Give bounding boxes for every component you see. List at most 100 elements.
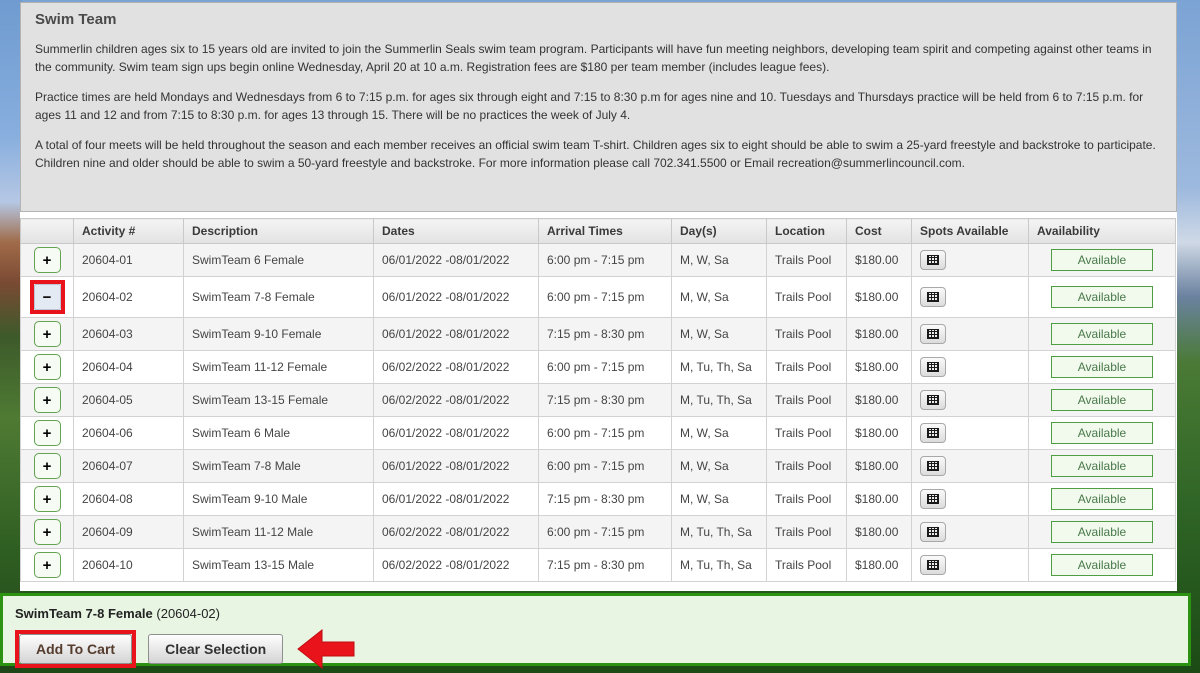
availability-button[interactable]: Available xyxy=(1051,521,1153,543)
cost-cell: $180.00 xyxy=(846,449,912,483)
activities-table-body: +20604-01 SwimTeam 6 Female 06/01/2022 -08… xyxy=(20,243,1176,582)
col-header-activity: Activity # xyxy=(73,218,184,244)
col-header-days: Day(s) xyxy=(671,218,767,244)
select-cell: + xyxy=(20,515,74,549)
activity-number-cell: 20604-05 xyxy=(73,383,184,417)
availability-cell: Available xyxy=(1028,350,1176,384)
days-cell: M, Tu, Th, Sa xyxy=(671,350,767,384)
table-row: +20604-03 SwimTeam 9-10 Female 06/01/2022 … xyxy=(20,317,1176,351)
spots-available-button[interactable] xyxy=(920,522,946,542)
location-cell: Trails Pool xyxy=(766,317,847,351)
arrival-times-cell: 6:00 pm - 7:15 pm xyxy=(538,515,672,549)
select-cell: + xyxy=(20,383,74,417)
spots-grid-icon xyxy=(927,527,939,537)
spots-available-button[interactable] xyxy=(920,555,946,575)
arrival-times-cell: 7:15 pm - 8:30 pm xyxy=(538,317,672,351)
select-cell: + xyxy=(20,350,74,384)
select-cell: + xyxy=(20,416,74,450)
spots-grid-icon xyxy=(927,428,939,438)
spots-available-button[interactable] xyxy=(920,489,946,509)
add-activity-button[interactable]: + xyxy=(33,387,61,413)
add-activity-button[interactable]: + xyxy=(33,552,61,578)
spots-available-button[interactable] xyxy=(920,250,946,270)
description-cell: SwimTeam 13-15 Male xyxy=(183,548,374,582)
dates-cell: 06/02/2022 -08/01/2022 xyxy=(373,515,539,549)
select-cell: + xyxy=(20,482,74,516)
dates-cell: 06/01/2022 -08/01/2022 xyxy=(373,482,539,516)
activity-number-cell: 20604-02 xyxy=(73,276,184,318)
arrival-times-cell: 6:00 pm - 7:15 pm xyxy=(538,243,672,277)
availability-button[interactable]: Available xyxy=(1051,389,1153,411)
select-cell: + xyxy=(20,449,74,483)
spots-available-button[interactable] xyxy=(920,423,946,443)
red-arrow-annotation-icon xyxy=(297,629,355,669)
description-cell: SwimTeam 11-12 Male xyxy=(183,515,374,549)
spots-available-button[interactable] xyxy=(920,324,946,344)
availability-cell: Available xyxy=(1028,449,1176,483)
arrival-times-cell: 7:15 pm - 8:30 pm xyxy=(538,482,672,516)
table-row: −20604-02 SwimTeam 7-8 Female 06/01/2022 -… xyxy=(20,276,1176,318)
col-header-cost: Cost xyxy=(846,218,912,244)
days-cell: M, W, Sa xyxy=(671,449,767,483)
selection-panel: SwimTeam 7-8 Female (20604-02) Add To Ca… xyxy=(0,593,1191,669)
activity-number-cell: 20604-09 xyxy=(73,515,184,549)
location-cell: Trails Pool xyxy=(766,548,847,582)
activity-number-cell: 20604-03 xyxy=(73,317,184,351)
clear-selection-button[interactable]: Clear Selection xyxy=(148,634,284,664)
remove-activity-button[interactable]: − xyxy=(33,284,61,310)
spots-available-button[interactable] xyxy=(920,357,946,377)
col-header-select xyxy=(20,218,74,244)
add-activity-button[interactable]: + xyxy=(33,486,61,512)
content-panel: Swim Team Summerlin children ages six to… xyxy=(20,2,1177,591)
practice-times-paragraph: Practice times are held Mondays and Wedn… xyxy=(35,90,1144,122)
col-header-location: Location xyxy=(766,218,847,244)
table-row: +20604-04 SwimTeam 11-12 Female 06/02/2022… xyxy=(20,350,1176,384)
availability-button[interactable]: Available xyxy=(1051,554,1153,576)
table-header-row: Activity # Description Dates Arrival Tim… xyxy=(20,218,1176,244)
availability-button[interactable]: Available xyxy=(1051,455,1153,477)
dates-cell: 06/01/2022 -08/01/2022 xyxy=(373,243,539,277)
days-cell: M, Tu, Th, Sa xyxy=(671,515,767,549)
spots-available-button[interactable] xyxy=(920,390,946,410)
dates-cell: 06/01/2022 -08/01/2022 xyxy=(373,449,539,483)
availability-button[interactable]: Available xyxy=(1051,286,1153,308)
spots-grid-icon xyxy=(927,292,939,302)
add-activity-button[interactable]: + xyxy=(33,354,61,380)
selected-activity-line: SwimTeam 7-8 Female (20604-02) xyxy=(15,606,1176,621)
availability-button[interactable]: Available xyxy=(1051,249,1153,271)
add-activity-button[interactable]: + xyxy=(33,519,61,545)
spots-available-button[interactable] xyxy=(920,456,946,476)
spots-grid-icon xyxy=(927,560,939,570)
spots-grid-icon xyxy=(927,329,939,339)
add-activity-button[interactable]: + xyxy=(33,453,61,479)
activity-number-cell: 20604-06 xyxy=(73,416,184,450)
add-to-cart-button[interactable]: Add To Cart xyxy=(19,634,133,664)
add-activity-button[interactable]: + xyxy=(33,247,61,273)
activity-number-cell: 20604-01 xyxy=(73,243,184,277)
availability-cell: Available xyxy=(1028,515,1176,549)
add-activity-button[interactable]: + xyxy=(33,321,61,347)
days-cell: M, W, Sa xyxy=(671,243,767,277)
cost-cell: $180.00 xyxy=(846,276,912,318)
col-header-availability: Availability xyxy=(1028,218,1176,244)
spots-available-cell xyxy=(911,515,1029,549)
meets-info-paragraph: A total of four meets will be held throu… xyxy=(35,138,1156,170)
availability-button[interactable]: Available xyxy=(1051,323,1153,345)
table-row: +20604-10 SwimTeam 13-15 Male 06/02/2022 -… xyxy=(20,548,1176,582)
cost-cell: $180.00 xyxy=(846,317,912,351)
col-header-description: Description xyxy=(183,218,374,244)
selection-actions: Add To Cart Clear Selection xyxy=(15,629,1176,669)
availability-button[interactable]: Available xyxy=(1051,422,1153,444)
description-cell: SwimTeam 7-8 Female xyxy=(183,276,374,318)
availability-button[interactable]: Available xyxy=(1051,488,1153,510)
availability-cell: Available xyxy=(1028,482,1176,516)
availability-button[interactable]: Available xyxy=(1051,356,1153,378)
table-row: +20604-06 SwimTeam 6 Male 06/01/2022 -08/0… xyxy=(20,416,1176,450)
page-title: Swim Team xyxy=(35,11,117,28)
dates-cell: 06/01/2022 -08/01/2022 xyxy=(373,276,539,318)
spots-available-button[interactable] xyxy=(920,287,946,307)
add-activity-button[interactable]: + xyxy=(33,420,61,446)
cost-cell: $180.00 xyxy=(846,548,912,582)
spots-available-cell xyxy=(911,276,1029,318)
